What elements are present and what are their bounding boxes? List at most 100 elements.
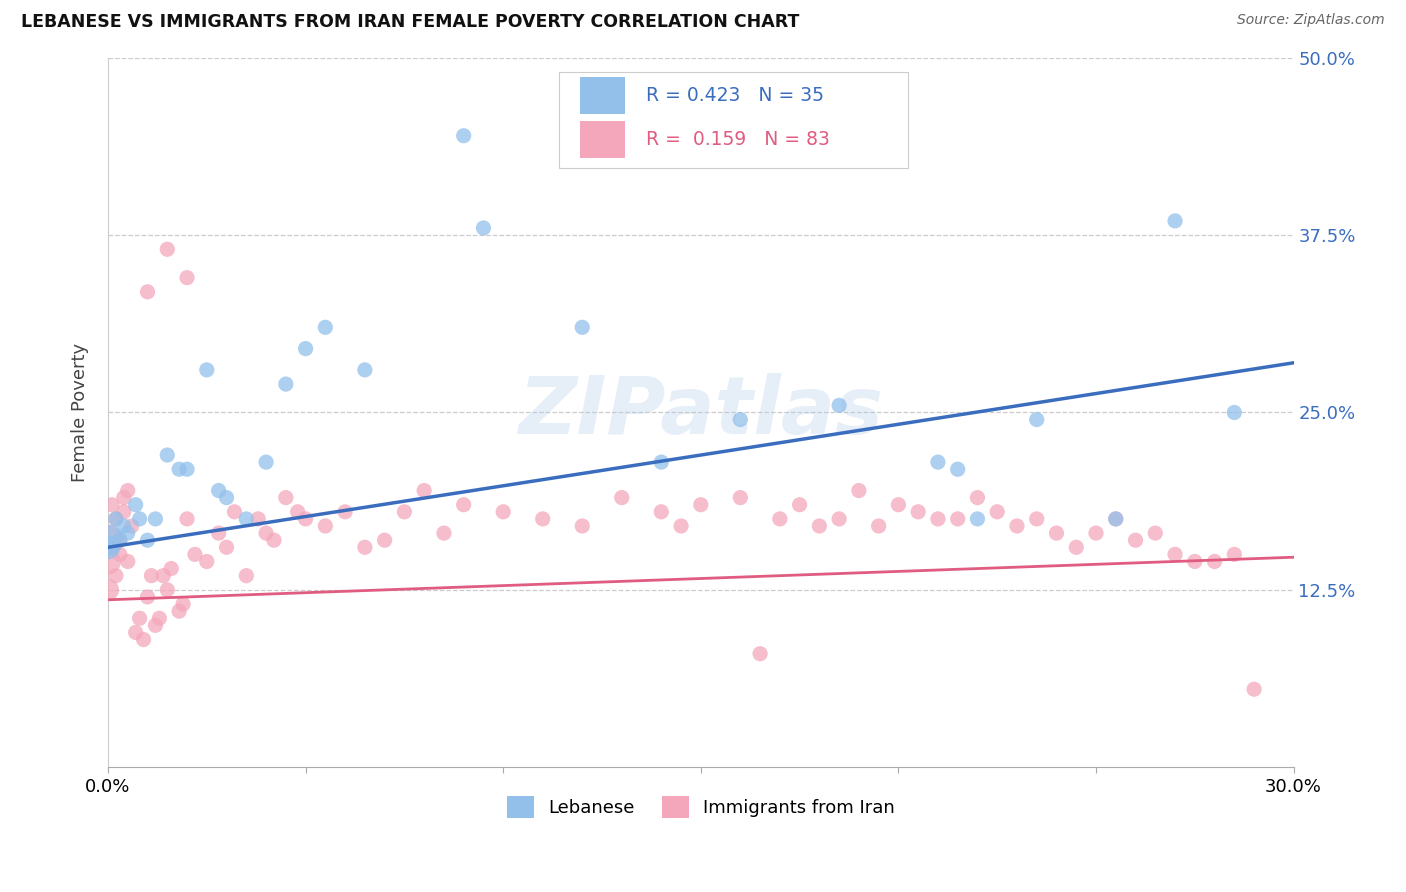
Point — [235, 512, 257, 526]
Point — [167, 462, 190, 476]
Point — [108, 533, 131, 548]
Point — [112, 505, 135, 519]
Point — [986, 505, 1008, 519]
Bar — [579, 77, 624, 114]
Point — [1005, 519, 1028, 533]
Point — [112, 519, 135, 533]
Point — [184, 548, 207, 562]
Point — [145, 512, 167, 526]
Point — [152, 568, 174, 582]
Point — [148, 611, 170, 625]
Point — [224, 505, 246, 519]
Point — [730, 491, 752, 505]
Point — [354, 363, 377, 377]
Point — [1144, 526, 1167, 541]
Point — [1064, 541, 1087, 555]
Point — [97, 582, 120, 597]
Point — [136, 285, 159, 299]
Point — [104, 512, 127, 526]
Point — [254, 455, 277, 469]
Point — [108, 548, 131, 562]
Point — [274, 377, 297, 392]
Point — [235, 568, 257, 582]
Bar — [579, 121, 624, 158]
Point — [172, 597, 194, 611]
Point — [112, 491, 135, 505]
Point — [1105, 512, 1128, 526]
Point — [124, 625, 146, 640]
Point — [136, 533, 159, 548]
Point — [946, 512, 969, 526]
Point — [195, 363, 218, 377]
Point — [769, 512, 792, 526]
Point — [808, 519, 831, 533]
Y-axis label: Female Poverty: Female Poverty — [72, 343, 89, 482]
Point — [1204, 554, 1226, 568]
Point — [1125, 533, 1147, 548]
Point — [610, 491, 633, 505]
Point — [828, 398, 851, 412]
Point — [749, 647, 772, 661]
Point — [1223, 548, 1246, 562]
Point — [97, 533, 120, 548]
Point — [97, 554, 120, 568]
Text: LEBANESE VS IMMIGRANTS FROM IRAN FEMALE POVERTY CORRELATION CHART: LEBANESE VS IMMIGRANTS FROM IRAN FEMALE … — [21, 13, 800, 31]
Point — [650, 455, 672, 469]
Point — [453, 128, 475, 143]
Point — [263, 533, 285, 548]
Point — [141, 568, 163, 582]
Point — [966, 512, 988, 526]
Point — [314, 320, 336, 334]
Point — [333, 505, 356, 519]
Point — [117, 483, 139, 498]
Text: ZIPatlas: ZIPatlas — [519, 374, 883, 451]
Point — [1223, 405, 1246, 419]
Point — [124, 498, 146, 512]
Point — [669, 519, 692, 533]
Point — [176, 462, 198, 476]
Point — [1184, 554, 1206, 568]
Point — [176, 512, 198, 526]
Point — [314, 519, 336, 533]
Point — [413, 483, 436, 498]
Point — [907, 505, 929, 519]
Point — [97, 533, 120, 548]
Point — [128, 512, 150, 526]
Point — [472, 221, 495, 235]
Text: R = 0.423   N = 35: R = 0.423 N = 35 — [647, 86, 824, 105]
Point — [156, 242, 179, 256]
Point — [927, 512, 949, 526]
Point — [927, 455, 949, 469]
Point — [433, 526, 456, 541]
Point — [208, 526, 231, 541]
Point — [789, 498, 811, 512]
Point — [287, 505, 309, 519]
Point — [160, 561, 183, 575]
Point — [176, 270, 198, 285]
Point — [531, 512, 554, 526]
Point — [354, 541, 377, 555]
Point — [1164, 214, 1187, 228]
Point — [121, 519, 143, 533]
Point — [117, 526, 139, 541]
Point — [453, 498, 475, 512]
FancyBboxPatch shape — [558, 72, 908, 168]
Point — [571, 320, 593, 334]
Point — [247, 512, 270, 526]
Point — [136, 590, 159, 604]
Point — [868, 519, 890, 533]
Point — [887, 498, 910, 512]
Point — [1243, 682, 1265, 697]
Point — [215, 491, 238, 505]
Point — [167, 604, 190, 618]
Point — [108, 533, 131, 548]
Point — [156, 582, 179, 597]
Point — [104, 568, 127, 582]
Point — [156, 448, 179, 462]
Text: R =  0.159   N = 83: R = 0.159 N = 83 — [647, 130, 830, 149]
Point — [128, 611, 150, 625]
Point — [215, 541, 238, 555]
Point — [492, 505, 515, 519]
Point — [689, 498, 711, 512]
Point — [208, 483, 231, 498]
